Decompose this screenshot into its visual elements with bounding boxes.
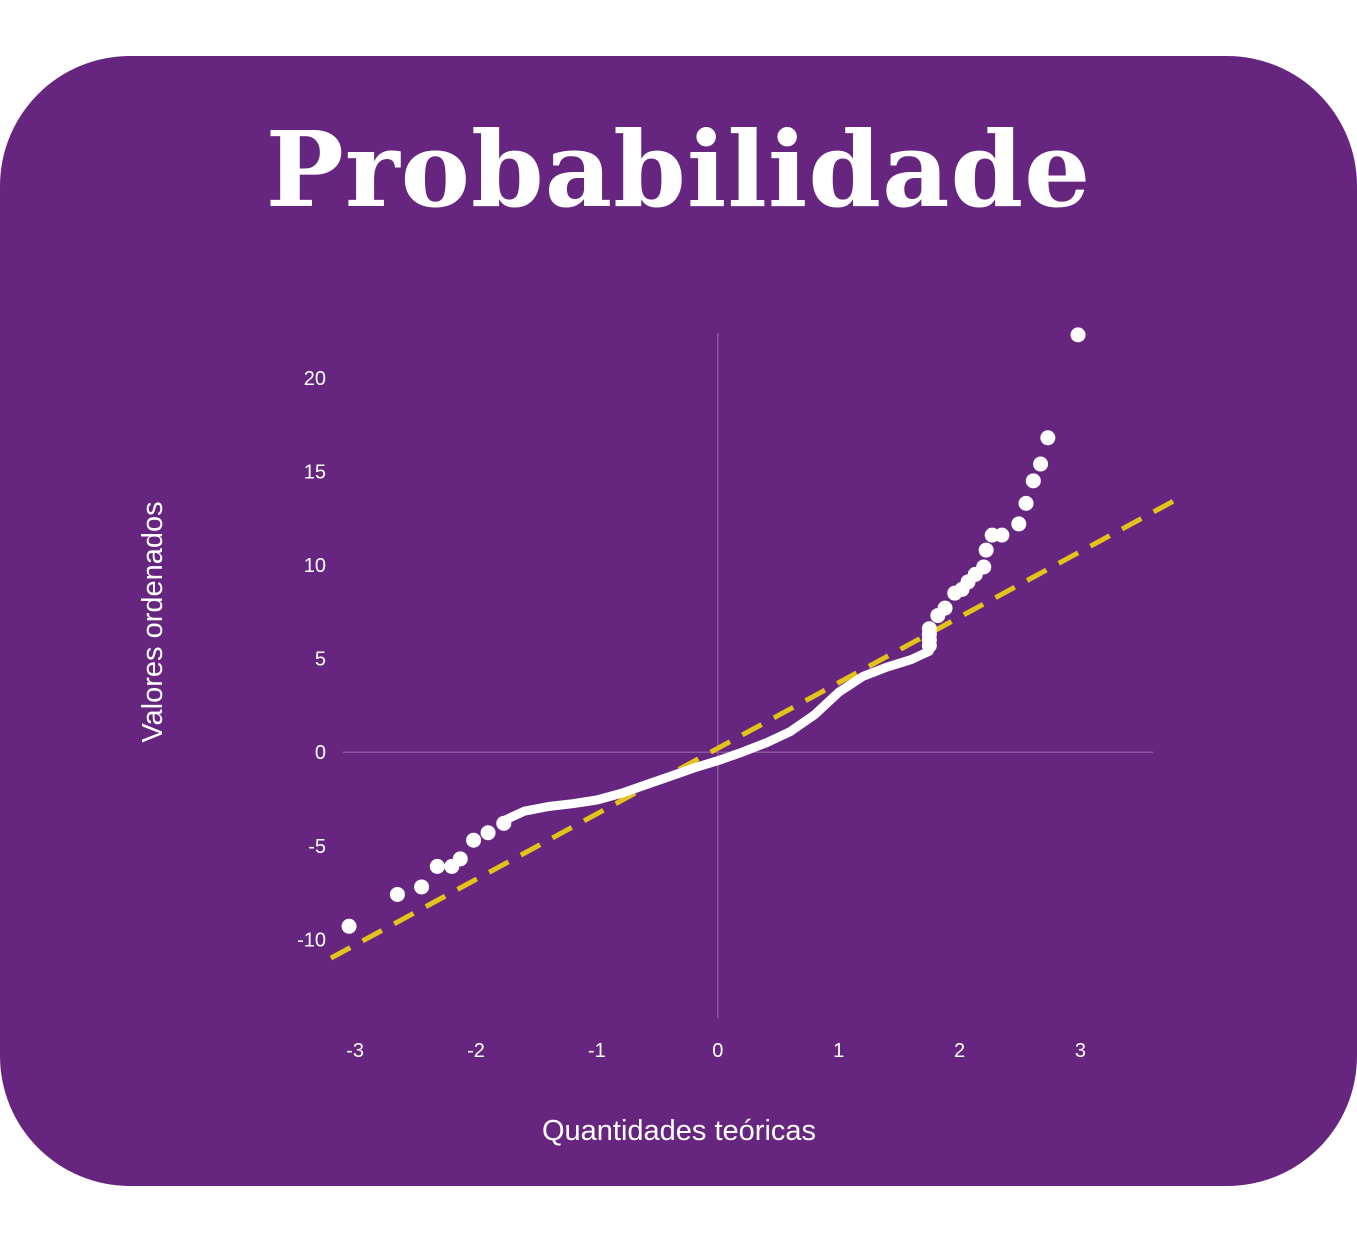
data-point [414,879,430,895]
y-tick-label: 10 [304,555,326,577]
data-point [1011,516,1027,532]
y-axis-label: Valores ordenados [137,501,169,742]
ordered-values-curve [501,646,934,825]
data-point [389,886,405,902]
y-tick-label: -10 [297,929,326,951]
data-point [921,621,937,637]
data-point [937,600,953,616]
x-axis-label: Quantidades teóricas [542,1115,816,1147]
data-point [1025,473,1041,489]
data-point [1040,430,1056,446]
x-tick-label: 3 [1075,1040,1086,1062]
x-tick-label: -1 [588,1040,606,1062]
page-title: Probabilidade [265,108,1092,231]
data-point [480,825,496,841]
chart-card [0,56,1357,1186]
data-curve [501,646,934,825]
data-points [341,327,1086,934]
reference-dashed-line [329,493,1185,961]
data-point [1018,495,1034,511]
y-tick-label: -5 [308,836,326,858]
data-point [1033,456,1049,472]
zero-lines [343,333,1153,1018]
x-tick-label: 0 [712,1040,723,1062]
y-tick-label: 15 [304,461,326,483]
y-tick-label: 0 [315,742,326,764]
data-point [976,559,992,575]
data-point [1070,327,1086,343]
y-tick-labels: 20 15 10 5 0 -5 -10 [297,368,326,951]
x-tick-label: -2 [467,1040,485,1062]
data-point [978,542,994,558]
y-tick-label: 20 [304,368,326,390]
data-point [496,815,512,831]
data-point [452,851,468,867]
x-tick-labels: -3 -2 -1 0 1 2 3 [346,1040,1086,1062]
x-tick-label: 1 [833,1040,844,1062]
x-tick-label: -3 [346,1040,364,1062]
reference-line [329,493,1185,961]
data-point [429,858,445,874]
data-point [341,918,357,934]
data-point [994,527,1010,543]
y-tick-label: 5 [315,649,326,671]
data-point [466,832,482,848]
x-tick-label: 2 [954,1040,965,1062]
